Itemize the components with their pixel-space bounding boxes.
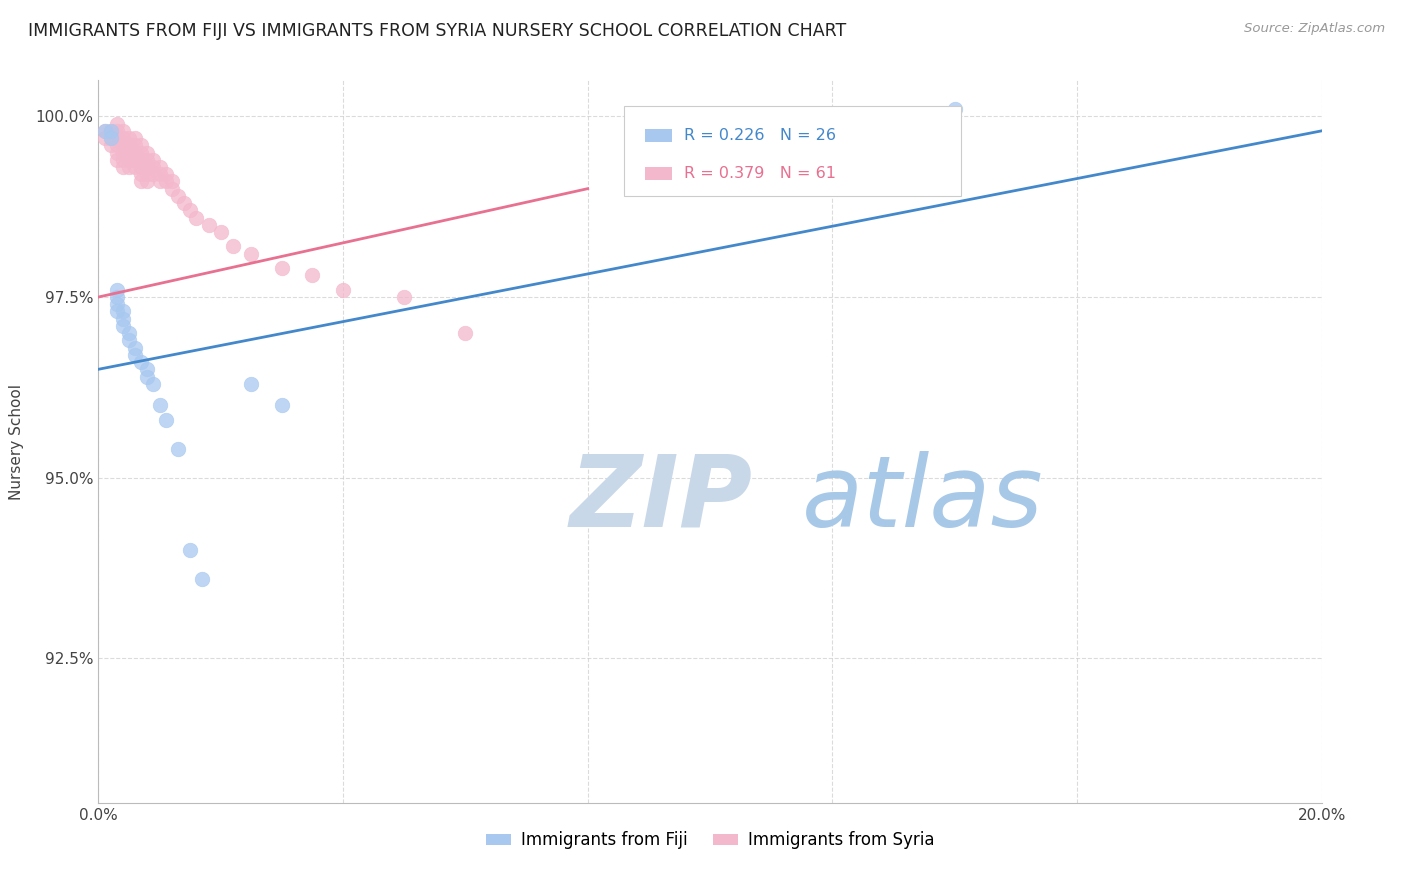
Point bbox=[129, 160, 152, 174]
Point bbox=[943, 102, 966, 116]
FancyBboxPatch shape bbox=[624, 105, 960, 196]
Point bbox=[118, 160, 141, 174]
Point bbox=[93, 124, 115, 138]
Point bbox=[105, 283, 128, 297]
Point bbox=[118, 131, 141, 145]
Point bbox=[111, 160, 134, 174]
Text: Source: ZipAtlas.com: Source: ZipAtlas.com bbox=[1244, 22, 1385, 36]
Point bbox=[124, 341, 146, 355]
Point bbox=[105, 124, 128, 138]
Point bbox=[129, 138, 152, 153]
Point bbox=[105, 304, 128, 318]
Point bbox=[155, 167, 177, 181]
Point bbox=[136, 362, 159, 376]
Y-axis label: Nursery School: Nursery School bbox=[10, 384, 24, 500]
Point bbox=[111, 304, 134, 318]
Point bbox=[209, 225, 232, 239]
Point bbox=[124, 145, 146, 160]
Point bbox=[136, 174, 159, 188]
Point bbox=[160, 174, 183, 188]
Text: ZIP: ZIP bbox=[569, 450, 752, 548]
Point bbox=[124, 138, 146, 153]
Point bbox=[197, 218, 219, 232]
Point bbox=[142, 376, 165, 391]
Point bbox=[111, 145, 134, 160]
Point bbox=[129, 145, 152, 160]
Point bbox=[191, 572, 214, 586]
FancyBboxPatch shape bbox=[645, 168, 672, 180]
Point bbox=[105, 117, 128, 131]
Point bbox=[105, 297, 128, 311]
Point bbox=[118, 326, 141, 340]
FancyBboxPatch shape bbox=[645, 129, 672, 142]
Point bbox=[124, 131, 146, 145]
Text: R = 0.379   N = 61: R = 0.379 N = 61 bbox=[685, 167, 837, 181]
Point bbox=[129, 167, 152, 181]
Point bbox=[111, 153, 134, 167]
Point bbox=[270, 261, 292, 276]
Point bbox=[240, 246, 263, 260]
Point bbox=[167, 442, 190, 456]
Point bbox=[111, 124, 134, 138]
Point bbox=[100, 124, 122, 138]
Point bbox=[186, 211, 208, 225]
Point bbox=[93, 124, 115, 138]
Point bbox=[100, 138, 122, 153]
Point bbox=[136, 369, 159, 384]
Point bbox=[129, 174, 152, 188]
Point bbox=[118, 153, 141, 167]
Point bbox=[167, 189, 190, 203]
Text: IMMIGRANTS FROM FIJI VS IMMIGRANTS FROM SYRIA NURSERY SCHOOL CORRELATION CHART: IMMIGRANTS FROM FIJI VS IMMIGRANTS FROM … bbox=[28, 22, 846, 40]
Point bbox=[105, 138, 128, 153]
Text: R = 0.226   N = 26: R = 0.226 N = 26 bbox=[685, 128, 837, 144]
Point bbox=[118, 334, 141, 348]
Point bbox=[173, 196, 195, 211]
Point bbox=[111, 131, 134, 145]
Legend: Immigrants from Fiji, Immigrants from Syria: Immigrants from Fiji, Immigrants from Sy… bbox=[479, 824, 941, 856]
Point bbox=[179, 543, 201, 558]
Text: atlas: atlas bbox=[801, 450, 1043, 548]
Point bbox=[136, 160, 159, 174]
Point bbox=[100, 131, 122, 145]
Point bbox=[149, 174, 172, 188]
Point bbox=[222, 239, 245, 253]
Point bbox=[105, 131, 128, 145]
Point bbox=[111, 138, 134, 153]
Point bbox=[124, 160, 146, 174]
Point bbox=[105, 290, 128, 304]
Point bbox=[136, 167, 159, 181]
Point bbox=[142, 167, 165, 181]
Point bbox=[100, 131, 122, 145]
Point bbox=[301, 268, 323, 283]
Point bbox=[105, 145, 128, 160]
Point bbox=[149, 398, 172, 412]
Point bbox=[149, 167, 172, 181]
Point bbox=[392, 290, 416, 304]
Point bbox=[136, 145, 159, 160]
Point bbox=[111, 318, 134, 333]
Point bbox=[129, 355, 152, 369]
Point bbox=[270, 398, 292, 412]
Point bbox=[142, 160, 165, 174]
Point bbox=[179, 203, 201, 218]
Point bbox=[105, 153, 128, 167]
Point bbox=[118, 138, 141, 153]
Point bbox=[155, 174, 177, 188]
Point bbox=[240, 376, 263, 391]
Point bbox=[142, 153, 165, 167]
Point bbox=[124, 348, 146, 362]
Point bbox=[124, 153, 146, 167]
Point bbox=[136, 153, 159, 167]
Point bbox=[332, 283, 354, 297]
Point bbox=[93, 131, 115, 145]
Point bbox=[149, 160, 172, 174]
Point bbox=[160, 181, 183, 195]
Point bbox=[129, 153, 152, 167]
Point bbox=[454, 326, 477, 340]
Point bbox=[155, 413, 177, 427]
Point bbox=[118, 145, 141, 160]
Point bbox=[100, 124, 122, 138]
Point bbox=[111, 311, 134, 326]
